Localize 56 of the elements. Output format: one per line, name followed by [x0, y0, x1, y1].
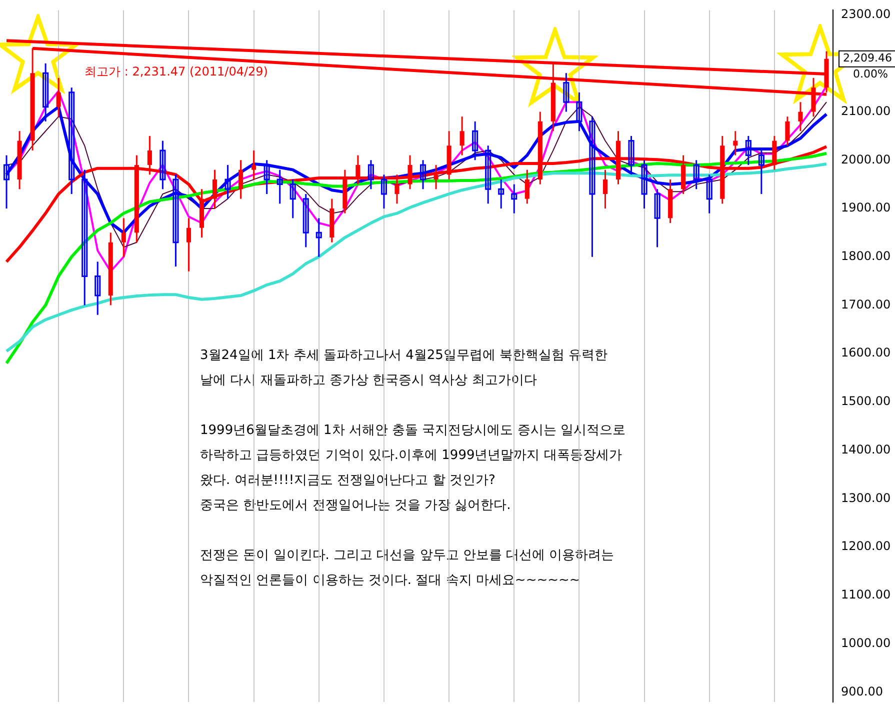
y-tick-label: 1800.00 — [841, 248, 891, 263]
candlestick — [758, 150, 764, 195]
y-tick-label: 2100.00 — [841, 104, 891, 118]
y-tick-label: 1700.00 — [841, 297, 891, 312]
candlestick — [94, 260, 101, 316]
candlestick — [434, 164, 438, 190]
candlestick — [408, 154, 412, 190]
y-tick-label: 2300.00 — [841, 7, 891, 22]
candlestick — [460, 116, 464, 156]
y-tick-label: 1200.00 — [841, 539, 891, 554]
candlestick — [368, 159, 374, 190]
candlestick — [186, 217, 192, 272]
candlestick — [56, 77, 61, 118]
candlestick — [302, 193, 309, 248]
candlestick — [485, 144, 492, 204]
y-tick-label: 1600.00 — [841, 346, 891, 360]
annotation: 최고가 : 2,231.47 (2011/04/29) — [84, 64, 268, 78]
candlestick — [706, 174, 712, 214]
y-tick-label: 1100.00 — [841, 588, 891, 602]
candlestick — [394, 174, 400, 204]
candlestick — [641, 159, 648, 210]
candlestick — [238, 159, 244, 200]
text: 2,209.46 0.00% — [843, 52, 892, 81]
candlestick — [252, 150, 256, 180]
candlestick — [524, 169, 530, 204]
candlestick — [290, 178, 296, 219]
candlestick — [498, 178, 504, 210]
candlestick — [212, 169, 218, 210]
candlestick — [693, 159, 700, 190]
candlestick — [264, 159, 270, 195]
candlestick — [745, 135, 752, 166]
candlestick — [602, 169, 608, 210]
y-tick-label: 1000.00 — [841, 636, 891, 650]
y-tick-label: 2000.00 — [841, 152, 891, 166]
candlestick — [380, 174, 387, 210]
candlestick — [628, 135, 634, 176]
candlestick — [798, 101, 803, 132]
candlestick — [511, 184, 518, 214]
y-tick-label: 1300.00 — [841, 490, 891, 505]
candlestick — [160, 140, 166, 190]
candlestick — [356, 154, 360, 186]
candlestick — [654, 188, 660, 248]
candlestick — [472, 120, 478, 161]
candlestick — [316, 217, 322, 258]
annotation: 1999년6월달초경에 1차 서해안 충돌 국지전당시에도 증시는 일시적으로 하락하고 급등하였던 기억이 있다.이후에 1999년년말까지 대폭등장세가 왔다. 여러분!!!!지금도 전쟁일어난다고 할 것인가? 중국은 한반도에서 전쟁일어나는 것을 가장 싫어한다. — [200, 422, 626, 515]
candlestick — [420, 159, 426, 190]
candlestick — [733, 130, 738, 156]
y-tick-label: 1500.00 — [841, 394, 891, 408]
y-tick-label: 1400.00 — [841, 442, 891, 456]
candlestick — [276, 169, 283, 204]
y-tick-label: 1900.00 — [841, 200, 891, 215]
candlestick — [121, 217, 126, 258]
y-tick-label: 900.00 — [841, 684, 883, 698]
candlestick — [563, 72, 570, 113]
candlestick — [785, 116, 790, 146]
candlestick — [224, 164, 231, 200]
